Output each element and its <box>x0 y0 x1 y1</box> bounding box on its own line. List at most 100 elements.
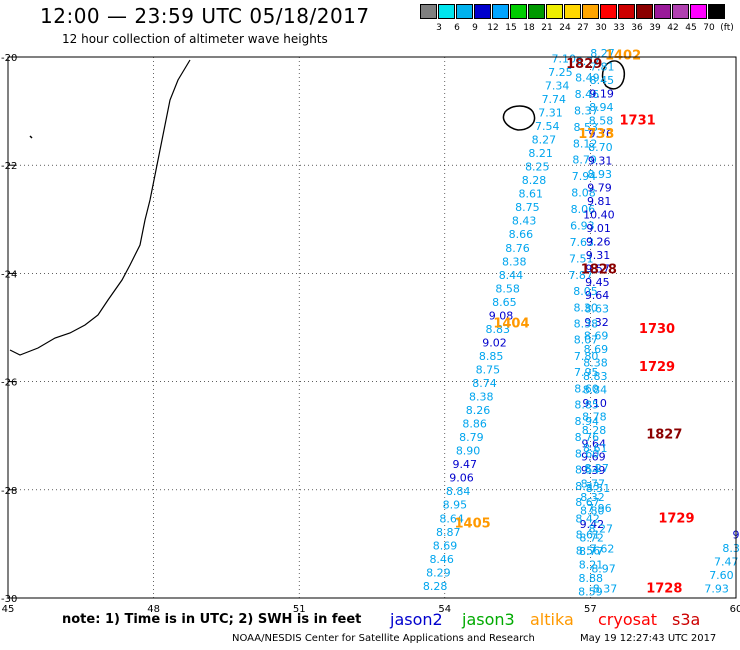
reunion-island <box>502 105 536 131</box>
scale-swatch <box>654 4 671 19</box>
swh-value: 9.57 <box>585 262 610 275</box>
scale-swatch <box>456 4 473 19</box>
lat-tick-label: -24 <box>1 269 17 280</box>
swh-value: 8.88 <box>578 572 603 585</box>
swh-value: 7.81 <box>590 60 615 73</box>
lon-tick-label: 60 <box>730 604 740 615</box>
scale-label: 6 <box>454 23 460 33</box>
swh-value: 8.45 <box>590 74 615 87</box>
swh-value: 8.42 <box>575 512 600 525</box>
swh-value: 8.44 <box>499 269 524 282</box>
swh-value: 8.97 <box>591 562 616 575</box>
pass-time-label: 1729 <box>639 360 675 375</box>
scale-swatch <box>438 4 455 19</box>
swh-value: 7.95 <box>574 366 599 379</box>
swh-value: 8.33 <box>575 480 600 493</box>
swh-value: 8.75 <box>476 363 501 376</box>
swh-value: 9.47 <box>453 458 478 471</box>
scale-swatch <box>510 4 527 19</box>
swh-value: 8.38 <box>502 255 527 268</box>
scale-label: 15 <box>505 23 517 33</box>
swh-value: 9.06 <box>449 472 474 485</box>
generation-timestamp: May 19 12:27:43 UTC 2017 <box>580 633 717 644</box>
swh-value: 8.83 <box>583 370 608 383</box>
scale-swatch <box>618 4 635 19</box>
swh-value: 8.32 <box>580 491 605 504</box>
swh-value: 9.10 <box>582 397 607 410</box>
swh-value: 8.12 <box>573 137 598 150</box>
pass-time-label: 1402 <box>605 49 641 64</box>
scale-label: 9 <box>472 23 478 33</box>
swh-value: 8.83 <box>486 323 511 336</box>
swh-value: 8.84 <box>446 485 471 498</box>
scale-swatch <box>672 4 689 19</box>
swh-value: 7.31 <box>538 107 563 120</box>
swh-value: 8.84 <box>583 383 608 396</box>
pass-time-label: 1729 <box>658 511 694 526</box>
swh-value: 7.34 <box>545 79 570 92</box>
swh-value: 7.63 <box>570 236 595 249</box>
swh-value: 8.28 <box>522 174 547 187</box>
scale-label: 30 <box>595 23 607 33</box>
swh-value: 7.80 <box>574 350 599 363</box>
swh-value: 8.95 <box>443 499 468 512</box>
swh-value: 8.79 <box>459 431 484 444</box>
map-title: 12:00 — 23:59 UTC 05/18/2017 <box>40 4 370 28</box>
swh-value: 9.19 <box>589 87 614 100</box>
swh-value: 8.87 <box>436 526 461 539</box>
lon-tick-label: 54 <box>438 604 451 615</box>
swh-value: 8.28 <box>423 580 448 593</box>
map-frame <box>7 56 737 599</box>
pass-time-label: 1829 <box>566 57 602 72</box>
swh-value: 8.08 <box>571 187 596 200</box>
swh-value: 8.77 <box>581 478 606 491</box>
scale-swatch <box>690 4 707 19</box>
swh-value: 7.54 <box>535 120 560 133</box>
swh-value: 8.85 <box>574 399 599 412</box>
swh-value: 8.61 <box>576 528 601 541</box>
scale-swatch <box>600 4 617 19</box>
swh-value: 8.21 <box>579 558 604 571</box>
swh-value: 8.66 <box>509 228 534 241</box>
scale-label: 39 <box>649 23 661 33</box>
satellite-legend-item: cryosat <box>598 610 658 629</box>
swh-value: 8.72 <box>579 531 604 544</box>
swh-value: 7.51 <box>569 252 594 265</box>
swh-value: 8.69 <box>584 343 609 356</box>
swh-value: 8.76 <box>505 242 530 255</box>
pass-time-label: 1828 <box>581 262 617 277</box>
map-subtitle: 12 hour collection of altimeter wave hei… <box>62 32 328 46</box>
lat-tick-label: -20 <box>1 53 17 64</box>
swh-value: 8.60 <box>574 382 599 395</box>
swh-value: 7.96 <box>587 502 612 515</box>
lat-tick-label: -30 <box>1 594 17 605</box>
swh-value: 8.76 <box>575 431 600 444</box>
swh-value: 8.85 <box>479 350 504 363</box>
islet <box>29 135 33 139</box>
swh-value: 8.43 <box>512 215 537 228</box>
pass-time-label: 1405 <box>455 517 491 532</box>
swh-value: 9.31 <box>588 155 613 168</box>
scale-label: (ft) <box>720 23 734 33</box>
lon-tick-label: 57 <box>584 604 597 615</box>
swh-value: 8.80 <box>580 505 605 518</box>
scale-label: 42 <box>667 23 679 33</box>
mauritius-island <box>601 60 626 90</box>
swh-value: 9.45 <box>585 276 610 289</box>
swh-value: 8.38 <box>583 357 608 370</box>
swh-value: 8.64 <box>439 512 464 525</box>
swh-value: 7.60 <box>709 569 734 582</box>
pass-time-label: 1733 <box>578 127 614 142</box>
swh-value: 8.78 <box>582 410 607 423</box>
satellite-legend-item: altika <box>530 610 574 629</box>
swh-value: 9.01 <box>586 222 611 235</box>
swh-value: 7.87 <box>568 269 593 282</box>
swh-value: 8.37 <box>593 583 618 596</box>
swh-value: 7.93 <box>704 583 729 596</box>
swh-value: 9.69 <box>581 451 606 464</box>
swh-value: 9.79 <box>587 182 612 195</box>
pass-time-label: 1827 <box>646 427 682 442</box>
scale-label: 33 <box>613 23 625 33</box>
